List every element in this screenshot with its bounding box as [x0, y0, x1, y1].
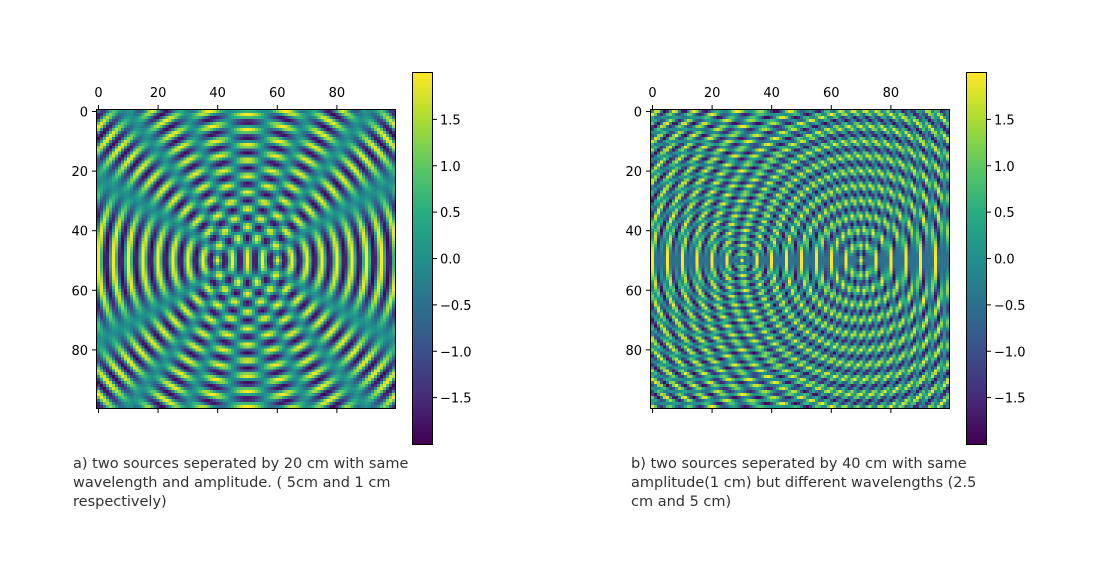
colorbar-tick-label: −1.0 — [440, 345, 472, 360]
x-tick-label: 0 — [94, 86, 102, 101]
colorbar-tick-label: −0.5 — [994, 299, 1026, 314]
colorbar-tick-label: −1.5 — [440, 392, 472, 407]
x-tick-label: 40 — [763, 86, 780, 101]
caption-b: b) two sources seperated by 40 cm with s… — [631, 456, 977, 510]
y-tick-label: 40 — [625, 225, 642, 240]
x-tick-label: 60 — [823, 86, 840, 101]
colorbar-tick-label: 0.5 — [440, 206, 461, 221]
x-tick-label: 0 — [648, 86, 656, 101]
colorbar-b — [967, 73, 986, 444]
colorbar-a — [413, 73, 432, 444]
interference-panel-b: 0 20 40 60 80 0 20 40 60 80 1.5 1.0 0.5 0.0 −0.5 −1.0 −1… — [554, 0, 1094, 577]
y-tick-label: 80 — [625, 344, 642, 359]
colorbar-tick-label: −1.0 — [994, 345, 1026, 360]
y-tick-label: 20 — [71, 165, 88, 180]
colorbar-tick-label: −0.5 — [440, 299, 472, 314]
axes-a: 0 20 40 60 80 0 20 40 60 80 1.5 1.0 0.5 0.0 −0.5 −1.0 −1… — [71, 86, 472, 413]
y-tick-label: 20 — [625, 165, 642, 180]
x-tick-label: 40 — [209, 86, 226, 101]
x-tick-label: 20 — [704, 86, 721, 101]
x-tick-label: 20 — [150, 86, 167, 101]
colorbar-tick-label: −1.5 — [994, 392, 1026, 407]
y-tick-label: 0 — [634, 105, 642, 120]
y-tick-label: 80 — [71, 344, 88, 359]
colorbar-tick-label: 0.0 — [440, 253, 461, 268]
interference-heatmap-a — [97, 110, 395, 408]
y-tick-label: 60 — [71, 284, 88, 299]
interference-panel-a: 0 20 40 60 80 0 20 40 60 80 1.5 1.0 0.5 0.0 −0.5 −1.0 −1… — [0, 0, 540, 577]
colorbar-tick-label: 1.0 — [994, 160, 1015, 175]
x-tick-label: 60 — [269, 86, 286, 101]
x-tick-label: 80 — [883, 86, 900, 101]
colorbar-tick-label: 1.5 — [440, 113, 461, 128]
colorbar-tick-label: 1.0 — [440, 160, 461, 175]
colorbar-tick-label: 0.0 — [994, 253, 1015, 268]
colorbar-tick-label: 1.5 — [994, 113, 1015, 128]
caption-a: a) two sources seperated by 20 cm with s… — [73, 456, 409, 510]
interference-heatmap-b — [651, 110, 949, 408]
x-tick-label: 80 — [329, 86, 346, 101]
axes-b: 0 20 40 60 80 0 20 40 60 80 1.5 1.0 0.5 0.0 −0.5 −1.0 −1… — [625, 86, 1026, 413]
colorbar-tick-label: 0.5 — [994, 206, 1015, 221]
y-tick-label: 60 — [625, 284, 642, 299]
y-tick-label: 0 — [80, 105, 88, 120]
y-tick-label: 40 — [71, 225, 88, 240]
